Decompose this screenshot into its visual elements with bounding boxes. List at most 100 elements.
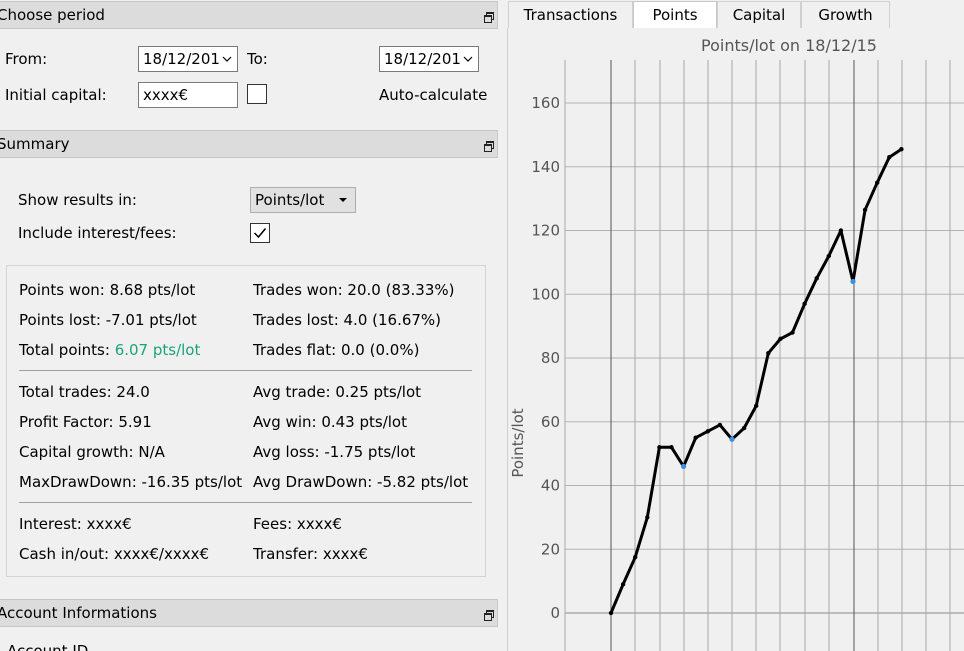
show-results-value: Points/lot — [255, 191, 325, 209]
trades-won-stat: Trades won: 20.0 (83.33%) — [253, 281, 455, 299]
tab-points[interactable]: Points — [633, 1, 717, 29]
data-point — [693, 435, 698, 440]
points-lost-stat: Points lost: -7.01 pts/lot — [19, 311, 197, 329]
dropdown-arrow-icon — [339, 198, 347, 202]
float-window-icon[interactable] — [484, 141, 494, 152]
loss-data-point — [850, 278, 856, 285]
data-point — [899, 147, 904, 152]
points-won-stat: Points won: 8.68 pts/lot — [19, 281, 196, 299]
data-point — [790, 330, 795, 335]
from-date-value: 18/12/201 — [143, 50, 220, 68]
tab-label: Growth — [818, 6, 873, 24]
data-point — [705, 429, 710, 434]
account-info-header[interactable]: Account Informations — [0, 599, 498, 627]
fees-stat: Fees: xxxx€ — [253, 515, 342, 533]
choose-period-title: Choose period — [0, 6, 105, 24]
initial-capital-label: Initial capital: — [5, 86, 107, 104]
data-point — [814, 276, 819, 281]
data-point — [717, 422, 723, 428]
data-point — [620, 582, 626, 587]
y-tick-label: 60 — [541, 413, 560, 431]
avg-trade-stat: Avg trade: 0.25 pts/lot — [253, 383, 422, 401]
chevron-down-icon[interactable] — [460, 47, 476, 71]
data-point — [887, 154, 892, 160]
avg-loss-stat: Avg loss: -1.75 pts/lot — [253, 443, 416, 461]
y-tick-label: 140 — [531, 158, 560, 176]
summary-stats-panel — [6, 265, 486, 577]
loss-data-point — [681, 463, 687, 469]
float-window-icon[interactable] — [484, 610, 494, 621]
capital-growth-stat: Capital growth: N/A — [19, 443, 165, 461]
tab-capital[interactable]: Capital — [717, 1, 801, 28]
float-window-icon[interactable] — [484, 12, 494, 23]
y-tick-label: 80 — [541, 349, 560, 367]
total-trades-stat: Total trades: 24.0 — [19, 383, 150, 401]
tab-label: Points — [652, 6, 698, 24]
initial-capital-input[interactable] — [138, 82, 238, 108]
total-points-stat: Total points: 6.07 pts/lot — [19, 341, 200, 359]
from-label: From: — [5, 50, 48, 68]
data-point — [754, 403, 759, 409]
show-results-label: Show results in: — [18, 191, 137, 209]
tab-transactions[interactable]: Transactions — [508, 1, 633, 28]
loss-data-point — [729, 436, 735, 442]
series-points — [608, 147, 904, 616]
total-points-value: 6.07 pts/lot — [114, 341, 201, 359]
y-tick-labels: 0 20 40 60 80 100 120 140 160 — [531, 94, 560, 622]
trades-lost-stat: Trades lost: 4.0 (16.67%) — [253, 311, 442, 329]
transfer-stat: Transfer: xxxx€ — [253, 545, 368, 563]
chart-panel — [507, 28, 964, 651]
include-interest-checkbox[interactable] — [250, 223, 270, 243]
data-point — [862, 207, 868, 212]
profit-factor-stat: Profit Factor: 5.91 — [19, 413, 152, 431]
data-point — [838, 228, 844, 233]
to-label: To: — [247, 50, 268, 68]
account-info-title: Account Informations — [0, 604, 157, 622]
to-date-value: 18/12/201 — [384, 50, 461, 68]
chart-y-axis-label: Points/lot — [509, 408, 527, 477]
stats-divider — [19, 502, 472, 503]
tab-label: Transactions — [523, 6, 618, 24]
y-tick-label: 40 — [541, 477, 560, 495]
auto-calculate-checkbox[interactable] — [247, 84, 267, 104]
y-tick-label: 0 — [550, 604, 560, 622]
include-interest-label: Include interest/fees: — [18, 224, 177, 242]
from-date-picker[interactable]: 18/12/201 — [138, 46, 238, 72]
tab-growth[interactable]: Growth — [801, 1, 890, 28]
chart-grid — [564, 60, 964, 651]
data-point — [741, 425, 747, 431]
account-id-label: Account ID — [7, 642, 89, 651]
data-point — [669, 445, 674, 450]
y-tick-label: 120 — [531, 222, 560, 240]
y-tick-label: 100 — [531, 285, 560, 303]
chevron-down-icon[interactable] — [219, 47, 235, 71]
data-point — [766, 351, 771, 356]
to-date-picker[interactable]: 18/12/201 — [379, 46, 479, 72]
data-point — [633, 555, 638, 560]
data-point — [802, 301, 807, 307]
show-results-select[interactable]: Points/lot — [250, 187, 356, 213]
data-point — [608, 610, 614, 616]
y-tick-label: 20 — [541, 540, 560, 558]
data-point — [826, 253, 831, 259]
points-chart: 0 20 40 60 80 100 120 140 160 Points/lot on 18/1… — [509, 36, 964, 651]
choose-period-header[interactable]: Choose period — [0, 1, 498, 29]
summary-header[interactable]: Summary — [0, 130, 498, 158]
data-point — [875, 180, 880, 185]
tab-label: Capital — [732, 6, 786, 24]
avg-drawdown-stat: Avg DrawDown: -5.82 pts/lot — [253, 473, 469, 491]
chart-title: Points/lot on 18/12/15 — [701, 36, 877, 55]
total-points-label: Total points: — [19, 341, 115, 359]
cash-in-out-stat: Cash in/out: xxxx€/xxxx€ — [19, 545, 210, 563]
stats-divider — [19, 370, 472, 371]
y-tick-label: 160 — [531, 94, 560, 112]
summary-title: Summary — [0, 135, 70, 153]
interest-stat: Interest: xxxx€ — [19, 515, 132, 533]
data-point — [645, 515, 650, 520]
trades-flat-stat: Trades flat: 0.0 (0.0%) — [253, 341, 420, 359]
data-point — [778, 336, 783, 342]
avg-win-stat: Avg win: 0.43 pts/lot — [253, 413, 407, 431]
max-drawdown-stat: MaxDrawDown: -16.35 pts/lot — [19, 473, 243, 491]
data-point — [657, 445, 662, 450]
auto-calculate-label: Auto-calculate — [379, 86, 488, 104]
